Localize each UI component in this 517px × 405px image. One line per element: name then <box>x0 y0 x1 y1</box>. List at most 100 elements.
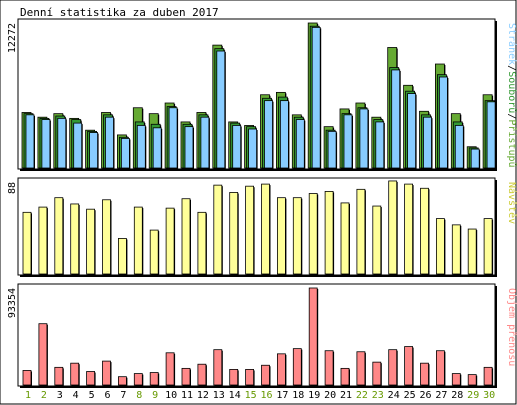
visits-bar <box>483 218 493 275</box>
kbytes-bar <box>70 362 80 386</box>
day-label-29: 29 <box>467 390 479 401</box>
visits-bar <box>276 197 286 275</box>
day-bar-group <box>466 146 481 169</box>
pages-bar <box>391 69 401 169</box>
visits-bar <box>324 191 334 275</box>
kbytes-bar <box>229 369 239 386</box>
pages-bar <box>121 138 130 169</box>
day-label-30: 30 <box>483 390 495 401</box>
day-bar-group <box>291 114 306 169</box>
legend-entry: Stránek <box>506 23 517 65</box>
kbytes-bar <box>38 323 48 386</box>
day-bar-group <box>371 116 385 169</box>
day-bar-group <box>419 110 433 169</box>
kbytes-bar <box>86 371 95 386</box>
day-label-26: 26 <box>419 390 431 401</box>
day-label-12: 12 <box>197 390 209 401</box>
visits-bar <box>308 193 318 275</box>
panel-2: 88 Návštěv <box>7 177 517 277</box>
day-label-23: 23 <box>372 390 384 401</box>
kbytes-bar <box>340 367 350 386</box>
day-label-24: 24 <box>388 390 400 401</box>
legend-entry: Objem přenosu <box>506 288 517 366</box>
kbytes-bar <box>324 350 334 386</box>
pages-bar <box>343 114 353 169</box>
visits-bar <box>356 188 366 275</box>
day-bar-group <box>482 94 497 169</box>
day-label-10: 10 <box>165 390 177 401</box>
day-label-2: 2 <box>41 390 47 401</box>
day-label-22: 22 <box>356 390 368 401</box>
pages-bar <box>438 76 448 169</box>
kbytes-bar <box>22 370 32 386</box>
day-bar-group <box>132 107 147 169</box>
day-label-7: 7 <box>120 390 126 401</box>
visits-bar <box>404 183 414 275</box>
pages-bar <box>89 132 98 169</box>
pages-bar <box>25 114 35 169</box>
chart-title: Denní statistika za duben 2017 <box>20 6 219 19</box>
pages-bar <box>136 125 146 169</box>
day-label-21: 21 <box>340 390 352 401</box>
kbytes-bar <box>261 364 270 386</box>
pages-bar <box>105 116 114 169</box>
y-max-label: 12272 <box>7 23 18 53</box>
kbytes-bar <box>54 366 64 386</box>
visits-bar <box>22 211 32 275</box>
kbytes-bar <box>213 349 223 386</box>
day-bar-group <box>450 113 465 169</box>
kbytes-bar <box>467 374 477 386</box>
day-label-20: 20 <box>324 390 336 401</box>
day-bar-group <box>355 102 369 169</box>
legend-entry: Přístupů <box>506 119 517 167</box>
pages-bar <box>454 125 464 169</box>
pages-bar <box>279 100 289 169</box>
day-bar-group <box>260 94 274 169</box>
pages-bar <box>375 121 385 169</box>
legend-entry: Souborů <box>506 71 517 113</box>
pages-bar <box>264 100 273 169</box>
day-bar-group <box>85 129 99 169</box>
legend: Objem přenosu <box>506 288 517 366</box>
legend: Stránek/Souborů/Přístupů <box>506 23 517 168</box>
panel-frame <box>17 177 496 276</box>
visits-bar <box>388 180 398 275</box>
day-bar-group <box>323 126 338 169</box>
day-label-28: 28 <box>451 390 463 401</box>
day-bar-group <box>21 112 35 169</box>
pages-bar <box>57 117 67 169</box>
kbytes-bar <box>276 353 286 386</box>
day-label-8: 8 <box>136 390 142 401</box>
day-bar-group <box>148 113 163 169</box>
visits-bar <box>420 187 429 275</box>
pages-bar <box>73 122 83 169</box>
pages-bar <box>168 107 178 169</box>
visits-bar <box>54 197 64 275</box>
kbytes-bar <box>181 367 191 386</box>
kbytes-bar <box>451 373 461 386</box>
kbytes-bar <box>435 350 445 386</box>
visits-bar <box>149 229 159 275</box>
visits-bar <box>38 206 48 275</box>
kbytes-bar <box>102 360 111 386</box>
visits-bar <box>340 202 350 275</box>
visits-bar <box>229 192 239 275</box>
day-bar-group <box>53 113 67 169</box>
pages-bar <box>311 26 321 169</box>
day-bar-group <box>164 102 179 169</box>
day-label-13: 13 <box>213 390 225 401</box>
kbytes-bar <box>149 372 159 386</box>
day-label-9: 9 <box>152 390 158 401</box>
visits-bar <box>165 207 175 275</box>
pages-bar <box>423 116 432 169</box>
day-label-4: 4 <box>73 390 79 401</box>
visits-bar <box>86 208 95 275</box>
day-label-5: 5 <box>89 390 95 401</box>
day-labels: 1 2 3 4 5 6 7 8 9 10 11 12 13 14 15 16 17 18 19 20 21 22 23 24 2… <box>25 390 495 401</box>
day-label-27: 27 <box>435 390 447 401</box>
visits-bar <box>102 199 111 275</box>
day-label-11: 11 <box>181 390 193 401</box>
pages-bar <box>184 126 194 169</box>
